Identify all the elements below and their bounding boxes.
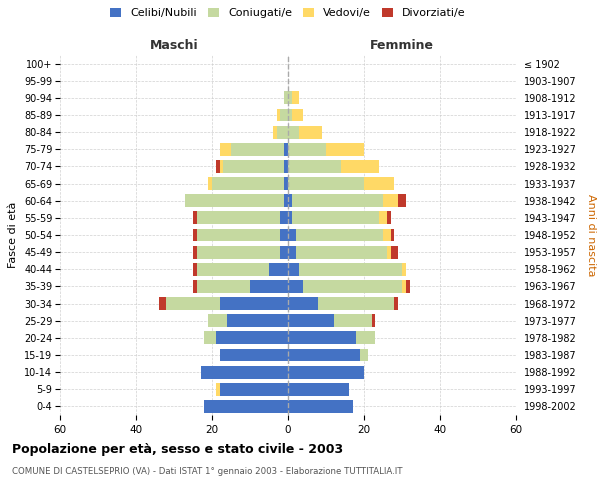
Bar [288, 263, 299, 276]
Bar [398, 194, 406, 207]
Bar [220, 143, 231, 156]
Bar [326, 143, 364, 156]
Bar [288, 280, 303, 293]
Bar [231, 143, 284, 156]
Bar [193, 280, 197, 293]
Bar [227, 314, 288, 327]
Bar [288, 177, 364, 190]
Bar [356, 332, 376, 344]
Bar [288, 108, 292, 122]
Bar [387, 212, 391, 224]
Bar [193, 263, 197, 276]
Bar [292, 194, 383, 207]
Bar [288, 400, 353, 413]
Bar [277, 126, 288, 138]
Bar [391, 228, 394, 241]
Bar [288, 160, 341, 173]
Bar [216, 160, 220, 173]
Bar [299, 126, 322, 138]
Bar [208, 314, 227, 327]
Bar [406, 280, 410, 293]
Y-axis label: Anni di nascita: Anni di nascita [586, 194, 596, 276]
Bar [197, 212, 280, 224]
Bar [394, 297, 398, 310]
Bar [197, 280, 250, 293]
Bar [197, 246, 280, 258]
Bar [166, 297, 220, 310]
Bar [193, 212, 197, 224]
Bar [288, 348, 360, 362]
Bar [220, 160, 223, 173]
Bar [319, 297, 394, 310]
Bar [200, 366, 288, 378]
Text: COMUNE DI CASTELSEPRIO (VA) - Dati ISTAT 1° gennaio 2003 - Elaborazione TUTTITAL: COMUNE DI CASTELSEPRIO (VA) - Dati ISTAT… [12, 468, 403, 476]
Bar [212, 177, 284, 190]
Bar [216, 332, 288, 344]
Bar [288, 383, 349, 396]
Bar [197, 228, 280, 241]
Bar [284, 160, 288, 173]
Bar [341, 160, 379, 173]
Bar [296, 228, 383, 241]
Bar [288, 314, 334, 327]
Bar [288, 92, 292, 104]
Bar [371, 314, 376, 327]
Bar [292, 212, 379, 224]
Text: Femmine: Femmine [370, 38, 434, 52]
Bar [205, 400, 288, 413]
Bar [391, 246, 398, 258]
Bar [334, 314, 371, 327]
Legend: Celibi/Nubili, Coniugati/e, Vedovi/e, Divorziati/e: Celibi/Nubili, Coniugati/e, Vedovi/e, Di… [108, 6, 468, 20]
Bar [288, 332, 356, 344]
Bar [284, 92, 288, 104]
Bar [360, 348, 368, 362]
Bar [284, 194, 288, 207]
Bar [288, 297, 319, 310]
Bar [273, 126, 277, 138]
Bar [280, 228, 288, 241]
Bar [288, 212, 292, 224]
Bar [303, 280, 402, 293]
Bar [288, 366, 364, 378]
Bar [223, 160, 284, 173]
Y-axis label: Fasce di età: Fasce di età [8, 202, 19, 268]
Bar [387, 246, 391, 258]
Bar [205, 332, 216, 344]
Bar [288, 143, 326, 156]
Bar [185, 194, 284, 207]
Bar [277, 108, 280, 122]
Bar [220, 383, 288, 396]
Bar [193, 246, 197, 258]
Bar [250, 280, 288, 293]
Bar [220, 297, 288, 310]
Bar [284, 177, 288, 190]
Bar [288, 126, 299, 138]
Bar [402, 280, 406, 293]
Text: Popolazione per età, sesso e stato civile - 2003: Popolazione per età, sesso e stato civil… [12, 442, 343, 456]
Bar [292, 92, 299, 104]
Bar [159, 297, 166, 310]
Bar [193, 228, 197, 241]
Bar [284, 143, 288, 156]
Bar [269, 263, 288, 276]
Bar [216, 383, 220, 396]
Bar [364, 177, 394, 190]
Bar [280, 108, 288, 122]
Bar [383, 228, 391, 241]
Bar [280, 212, 288, 224]
Bar [402, 263, 406, 276]
Text: Maschi: Maschi [149, 38, 199, 52]
Bar [197, 263, 269, 276]
Bar [292, 108, 303, 122]
Bar [208, 177, 212, 190]
Bar [296, 246, 387, 258]
Bar [220, 348, 288, 362]
Bar [299, 263, 402, 276]
Bar [280, 246, 288, 258]
Bar [383, 194, 398, 207]
Bar [288, 246, 296, 258]
Bar [379, 212, 387, 224]
Bar [288, 194, 292, 207]
Bar [288, 228, 296, 241]
